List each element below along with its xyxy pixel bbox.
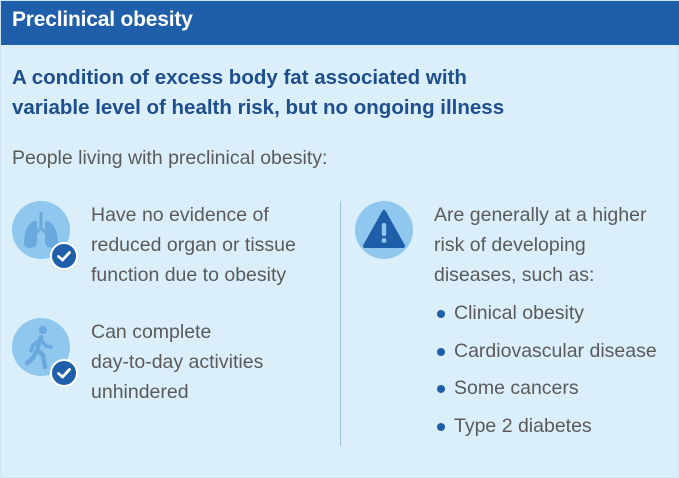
text-line: day-to-day activities: [91, 351, 264, 373]
intro-text: People living with preclinical obesity:: [12, 147, 328, 169]
text-line: diseases, such as:: [434, 264, 595, 286]
text-line: Are generally at a higher: [434, 204, 647, 226]
definition-line-1: A condition of excess body fat associate…: [12, 66, 467, 89]
warning-icon: [355, 201, 413, 259]
check-icon: [50, 242, 78, 270]
bullet-icon: [437, 310, 445, 318]
text-line: reduced organ or tissue: [91, 234, 296, 256]
text-line: Can complete: [91, 321, 212, 343]
list-item: Type 2 diabetes: [436, 411, 657, 449]
card-header: Preclinical obesity: [1, 1, 679, 45]
definition-line-2: variable level of health risk, but no on…: [12, 96, 505, 119]
text-line: risk of developing: [434, 234, 586, 256]
list-item-label: Cardiovascular disease: [454, 339, 657, 362]
daily-activities-text: Can complete day-to-day activities unhin…: [91, 317, 263, 407]
bullet-icon: [437, 347, 445, 356]
list-item: Some cancers: [436, 373, 657, 411]
text-line: function due to obesity: [91, 264, 287, 286]
list-item: Cardiovascular disease: [436, 336, 657, 374]
list-item-label: Type 2 diabetes: [454, 414, 592, 437]
text-line: Have no evidence of: [91, 204, 269, 226]
lungs-icon: [12, 201, 70, 259]
list-item-label: Clinical obesity: [454, 302, 585, 324]
check-icon: [50, 359, 78, 387]
no-organ-dysfunction-text: Have no evidence of reduced organ or tis…: [91, 200, 296, 290]
card-title: Preclinical obesity: [12, 8, 193, 31]
definition-heading: A condition of excess body fat associate…: [12, 63, 652, 123]
column-divider: [340, 201, 341, 446]
text-line: unhindered: [91, 381, 189, 403]
higher-risk-text: Are generally at a higher risk of develo…: [434, 200, 646, 290]
list-item: Clinical obesity: [436, 298, 657, 336]
bullet-icon: [437, 422, 445, 431]
disease-list: Clinical obesity Cardiovascular disease …: [436, 298, 657, 448]
bullet-icon: [437, 385, 445, 393]
list-item-label: Some cancers: [454, 377, 579, 399]
